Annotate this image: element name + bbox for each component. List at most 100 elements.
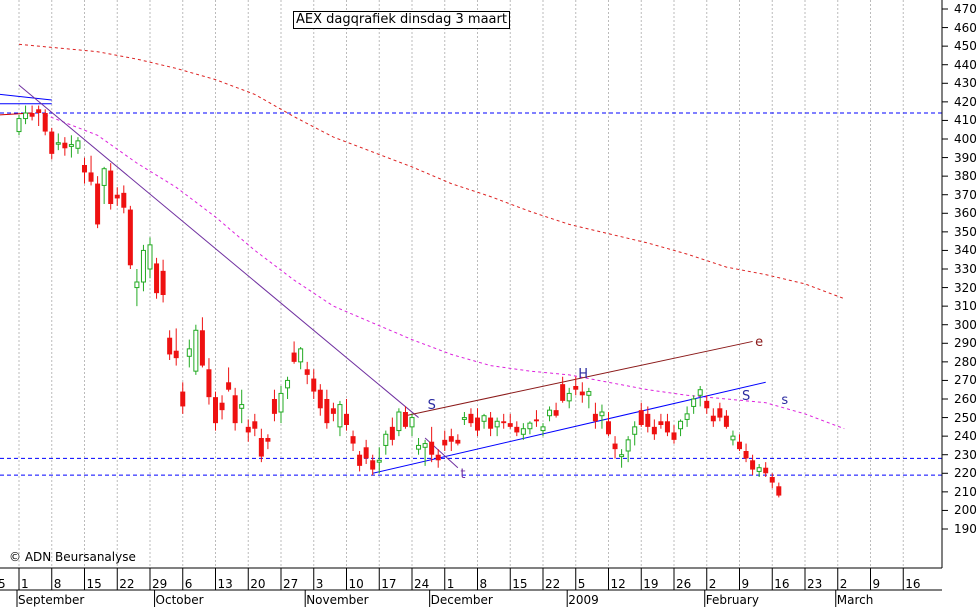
candle (199, 317, 205, 368)
candle-body-up (193, 329, 199, 372)
candle (160, 259, 166, 303)
x-day-label: 1 (21, 577, 29, 591)
candle (206, 358, 212, 405)
candle-body-down (219, 402, 225, 411)
candle (304, 361, 310, 385)
candle (376, 447, 382, 474)
candle-body-down (488, 417, 494, 429)
candle (743, 443, 749, 463)
candle-body-up (527, 422, 533, 430)
candle (42, 109, 48, 136)
candle-body-up (684, 413, 690, 420)
candle-body-down (36, 109, 42, 113)
candle-body-up (625, 439, 631, 452)
x-day-label: 29 (152, 577, 168, 591)
candle-body-down (664, 421, 670, 433)
candle (101, 166, 107, 204)
candle (88, 155, 94, 186)
moving-average-line (45, 114, 845, 430)
grid (18, 0, 904, 568)
candle-body-up (416, 444, 422, 450)
y-tick-label: 350 (954, 224, 977, 239)
y-tick-label: 410 (954, 113, 977, 128)
candle-body-down (291, 352, 297, 362)
candle-body-up (55, 142, 61, 145)
candle-body-down (710, 415, 716, 422)
candle-body-down (776, 486, 782, 496)
candle-body-down (658, 421, 664, 425)
candle-body-up (481, 415, 487, 422)
x-month-label: November (306, 593, 369, 607)
candle (468, 408, 474, 427)
trend-line (0, 93, 52, 101)
candle-body-up (396, 411, 402, 432)
x-month-label: October (155, 593, 204, 607)
candle-body-down (737, 441, 742, 450)
candle (586, 387, 592, 409)
x-day-label: 23 (807, 577, 823, 591)
candle (448, 428, 454, 451)
candle (213, 391, 218, 431)
candle (488, 412, 494, 437)
candle (402, 406, 408, 429)
candle-body-up (278, 392, 284, 413)
candle-body-up (756, 467, 762, 472)
candle-body-down (402, 412, 408, 427)
candle (599, 404, 605, 429)
candle (62, 137, 68, 156)
candle (671, 425, 677, 444)
candle (697, 386, 703, 407)
candle (658, 413, 664, 429)
candle (553, 402, 559, 418)
candle-body-down (29, 113, 35, 117)
candle (769, 473, 775, 489)
candle (547, 406, 553, 422)
candle (298, 347, 304, 370)
candle-body-up (186, 348, 192, 357)
candle-body-down (743, 451, 749, 459)
candle (344, 399, 349, 431)
pattern-annotation: t (460, 467, 466, 483)
candle (239, 389, 245, 424)
candle (186, 339, 192, 368)
candle-body-down (612, 443, 618, 450)
candle (127, 205, 133, 269)
candle-body-down (226, 382, 232, 390)
candle-body-up (239, 404, 245, 409)
candle (422, 439, 428, 466)
candle-body-down (95, 183, 101, 225)
candle-body-down (180, 391, 186, 407)
candle (330, 402, 336, 422)
y-tick-label: 370 (954, 187, 977, 202)
candle-body-up (697, 389, 703, 396)
x-day-label: 16 (905, 577, 921, 591)
candle-body-up (140, 249, 146, 283)
candle-body-up (599, 411, 605, 417)
candle (121, 185, 127, 214)
y-tick-label: 450 (954, 39, 977, 54)
candle-body-down (114, 194, 120, 199)
candle (475, 408, 480, 437)
candle (625, 436, 631, 463)
candle-body-down (592, 413, 598, 422)
candle (540, 423, 546, 437)
candle (723, 410, 729, 429)
candle-body-down (127, 209, 133, 266)
candle-body-down (311, 378, 317, 392)
candle (737, 434, 742, 451)
candle (337, 400, 343, 437)
candle-body-down (455, 439, 461, 444)
candle-body-down (606, 421, 611, 435)
candle-body-down (638, 410, 644, 425)
candle-body-down (717, 408, 723, 418)
candle (514, 421, 520, 437)
candle (350, 430, 356, 451)
y-tick-label: 440 (954, 57, 977, 72)
candle (606, 412, 611, 437)
candle (632, 421, 638, 446)
candle (481, 413, 487, 429)
candle-body-down (560, 384, 566, 401)
candle (95, 176, 101, 229)
candle-body-up (147, 244, 153, 270)
candle (396, 408, 402, 437)
